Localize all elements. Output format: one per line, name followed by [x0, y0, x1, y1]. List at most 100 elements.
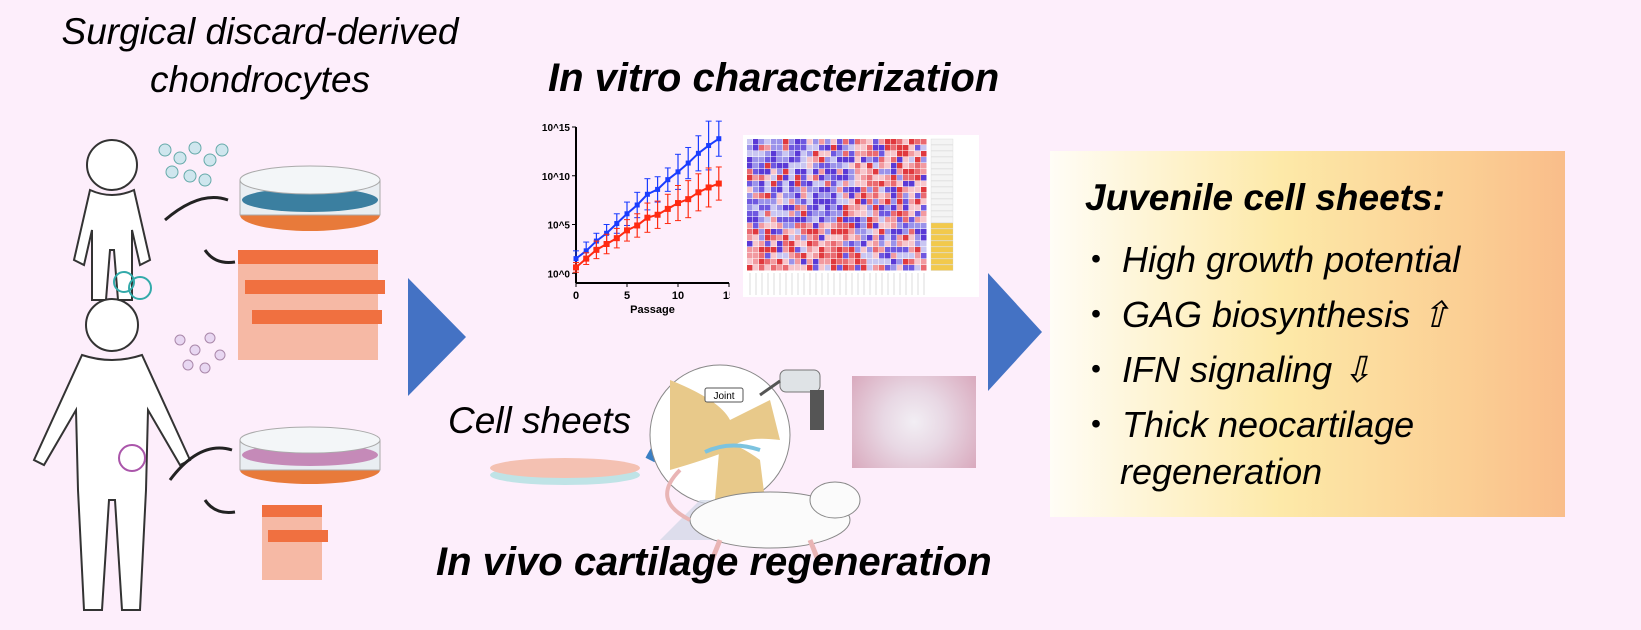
heatmap-cell: [789, 175, 795, 181]
data-point: [644, 214, 651, 221]
heatmap-cell: [795, 217, 801, 223]
heatmap-cell: [753, 211, 759, 217]
heatmap-cell: [813, 181, 819, 187]
data-point: [624, 227, 630, 234]
heatmap-cell: [825, 235, 831, 241]
heatmap-cell: [885, 247, 891, 253]
child-figure-icon: [72, 139, 152, 301]
heatmap-cell: [885, 145, 891, 151]
heatmap-cell: [873, 199, 879, 205]
heatmap-cell: [891, 205, 897, 211]
heatmap-cell: [903, 145, 909, 151]
heatmap-cell: [861, 163, 867, 169]
annotation-cell: [930, 222, 954, 229]
data-point: [603, 241, 610, 247]
heatmap-cell: [819, 265, 825, 271]
in-vitro-title: In vitro characterization: [548, 56, 1000, 100]
data-point: [695, 150, 701, 156]
heatmap-cell: [855, 247, 861, 253]
heatmap-cell: [903, 199, 909, 205]
heatmap-cell: [915, 145, 921, 151]
heatmap-cell: [759, 187, 765, 193]
heatmap-cell: [879, 253, 885, 259]
heatmap-cell: [879, 181, 885, 187]
heatmap-cell: [831, 175, 837, 181]
heatmap-cell: [915, 199, 921, 205]
flow-arrow-1-icon: [408, 278, 466, 396]
heatmap-cell: [843, 139, 849, 145]
heatmap-cell: [891, 145, 897, 151]
heatmap-cell: [825, 199, 831, 205]
heatmap-cell: [879, 211, 885, 217]
heatmap-cell: [867, 145, 873, 151]
heatmap-cell: [747, 175, 753, 181]
heatmap-cell: [759, 265, 765, 271]
heatmap-cell: [765, 253, 771, 259]
heatmap-cell: [843, 187, 849, 193]
knee-joint-icon: [649, 364, 791, 506]
heatmap-cell: [855, 169, 861, 175]
heatmap-cell: [765, 235, 771, 241]
heatmap-cell: [915, 217, 921, 223]
heatmap-cell: [855, 199, 861, 205]
heatmap-cell: [825, 259, 831, 265]
heatmap-cell: [819, 229, 825, 235]
heatmap-cell: [771, 193, 777, 199]
heatmap-cell: [873, 145, 879, 151]
heatmap-cell: [849, 199, 855, 205]
data-point: [665, 177, 671, 183]
heatmap-cell: [801, 259, 807, 265]
heatmap-cell: [909, 247, 915, 253]
heatmap-cell: [879, 247, 885, 253]
heatmap-cell: [903, 223, 909, 229]
heatmap-cell: [891, 229, 897, 235]
heatmap-cell: [813, 193, 819, 199]
heatmap-cell: [813, 253, 819, 259]
arrow-icon: [203, 249, 236, 264]
heatmap-cell: [777, 205, 783, 211]
heatmap-cell: [903, 181, 909, 187]
heatmap-cell: [795, 145, 801, 151]
heatmap-cell: [759, 223, 765, 229]
heatmap-cell: [753, 223, 759, 229]
heatmap-cell: [801, 181, 807, 187]
heatmap-cell: [747, 205, 753, 211]
heatmap-cell: [819, 217, 825, 223]
heatmap-cell: [867, 151, 873, 157]
heatmap-cell: [855, 217, 861, 223]
bullet-item: ・ GAG biosynthesis ⇧: [1078, 294, 1451, 335]
heatmap-cell: [867, 265, 873, 271]
annotation-cell: [930, 252, 954, 259]
heatmap-cell: [771, 259, 777, 265]
heatmap-cell: [813, 175, 819, 181]
heatmap-cell: [891, 241, 897, 247]
heatmap-cell: [903, 259, 909, 265]
heatmap-cell: [825, 229, 831, 235]
hip-highlight-icon: [118, 444, 146, 472]
heatmap-cell: [885, 151, 891, 157]
heatmap-cell: [831, 265, 837, 271]
heatmap-cell: [801, 193, 807, 199]
heatmap-cell: [873, 169, 879, 175]
heatmap-cell: [759, 229, 765, 235]
heatmap-cell: [891, 223, 897, 229]
heatmap-cell: [777, 199, 783, 205]
heatmap-cell: [915, 163, 921, 169]
heatmap-cell: [921, 211, 927, 217]
data-point: [655, 186, 661, 192]
heatmap-cell: [867, 235, 873, 241]
heatmap-cell: [897, 223, 903, 229]
heatmap-cell: [885, 163, 891, 169]
heatmap-cell: [837, 205, 843, 211]
heatmap-cell: [843, 265, 849, 271]
bullet-item: ・ Thick neocartilage: [1078, 404, 1415, 445]
heatmap-cell: [819, 253, 825, 259]
heatmap-cell: [807, 175, 813, 181]
heatmap-cell: [819, 175, 825, 181]
heatmap-cell: [879, 217, 885, 223]
data-point: [664, 205, 671, 212]
heatmap-cell: [807, 193, 813, 199]
heatmap-cell: [879, 187, 885, 193]
heatmap-cell: [771, 199, 777, 205]
heatmap-cell: [861, 181, 867, 187]
